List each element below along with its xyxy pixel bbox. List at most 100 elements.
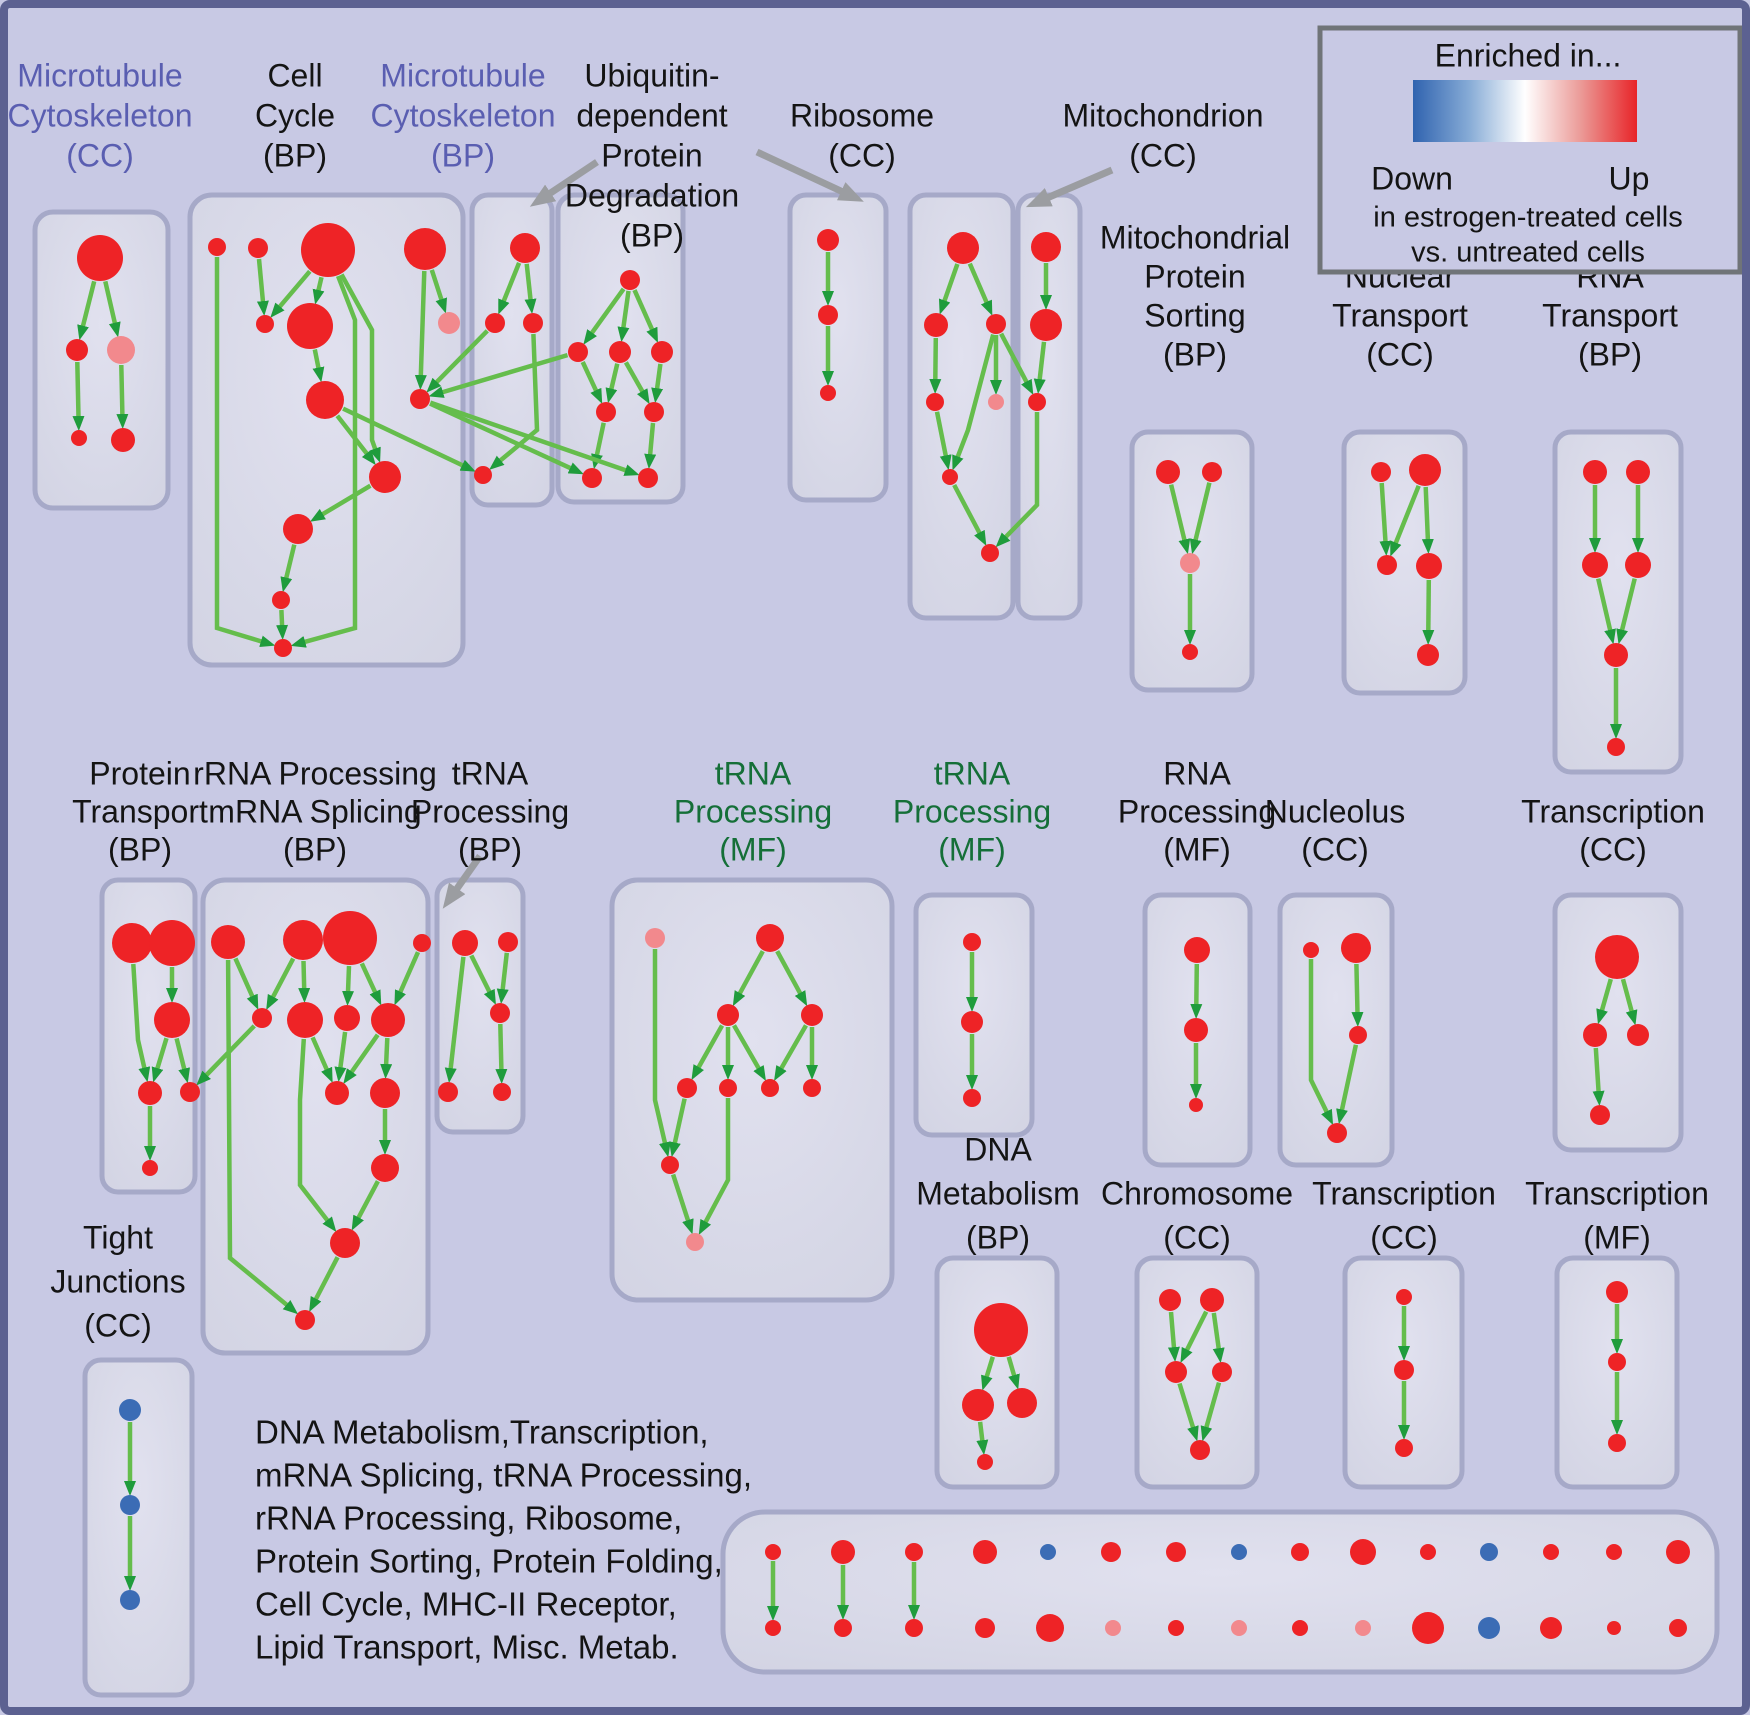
edge-arrow: [1308, 959, 1334, 1125]
edge-arrow: [1200, 1381, 1222, 1442]
go-term-node-red: [1606, 1544, 1622, 1560]
cluster-label-line: Chromosome: [1101, 1175, 1293, 1211]
go-term-node-red: [252, 1008, 272, 1028]
go-term-node-red: [323, 911, 377, 965]
go-term-node-red: [1395, 1439, 1413, 1457]
cluster-label-line: (BP): [620, 217, 684, 253]
edge-arrow: [1033, 341, 1047, 395]
cluster-label-line: (CC): [828, 137, 896, 173]
go-term-node-red: [274, 639, 292, 657]
go-term-node-red: [438, 1082, 458, 1102]
edge-arrow: [290, 275, 358, 648]
go-term-node-blue: [120, 1495, 140, 1515]
cluster-label-line: (BP): [263, 137, 327, 173]
go-term-node-red: [905, 1619, 923, 1637]
cluster-label-line: Transport: [72, 793, 208, 829]
cluster-label-line: (MF): [719, 831, 787, 867]
cluster-label-line: Transport: [1542, 297, 1678, 333]
cluster-label-line: (CC): [1301, 831, 1369, 867]
cluster-label-line: (CC): [66, 137, 134, 173]
go-term-node-red: [609, 341, 631, 363]
go-term-node-red: [905, 1543, 923, 1561]
cluster-box-dna-metabolism-bp: [934, 1255, 1060, 1490]
go-term-node-red: [986, 314, 1006, 334]
cluster-label-line: (BP): [431, 137, 495, 173]
cluster-box-transcription-cc-middle: [1552, 892, 1684, 1153]
go-term-node-red: [1608, 1434, 1626, 1452]
cluster-label-line: Transcription: [1312, 1175, 1496, 1211]
edge-arrow: [335, 414, 376, 466]
go-term-node-red: [963, 933, 981, 951]
edge-arrow: [151, 1037, 169, 1083]
edge-arrow: [1189, 482, 1212, 555]
edge-arrow: [339, 273, 381, 463]
edge-arrow: [605, 363, 620, 404]
cross-edge-arrow: [428, 352, 569, 398]
go-term-node-red: [111, 428, 135, 452]
edge-arrow: [952, 334, 996, 471]
go-term-node-red: [272, 591, 290, 609]
footnote-line: Cell Cycle, MHC-II Receptor,: [255, 1586, 677, 1623]
go-term-node-red: [1182, 644, 1198, 660]
cluster-label-line: Sorting: [1144, 297, 1245, 333]
go-term-node-red: [981, 544, 999, 562]
edge-arrow: [732, 950, 765, 1007]
go-term-node-red: [1607, 1621, 1621, 1635]
cluster-label-line: (CC): [1366, 336, 1434, 372]
go-term-node-red: [961, 1011, 983, 1033]
go-term-node-red: [924, 313, 948, 337]
annotation-arrow-to-trna-bp-box-icon: [442, 853, 483, 909]
annotation-arrow-to-ubiquitin-box-2-icon: [755, 148, 864, 202]
edge-arrow: [632, 289, 658, 343]
go-term-node-pink: [686, 1233, 704, 1251]
cluster-label-line: Transcription: [1521, 793, 1705, 829]
cluster-label-line: Mitochondrial: [1100, 219, 1290, 255]
go-term-node-red: [620, 270, 640, 290]
go-term-node-red: [1168, 1620, 1184, 1636]
cluster-label-line: Protein: [1144, 258, 1245, 294]
cluster-label-line: Processing: [1118, 793, 1276, 829]
go-term-node-red: [719, 1079, 737, 1097]
cluster-label-line: (MF): [1163, 831, 1231, 867]
go-term-node-red: [1583, 1023, 1607, 1047]
go-term-node-pink: [988, 394, 1004, 410]
go-term-node-red: [149, 920, 195, 966]
cluster-label-line: Processing: [411, 793, 569, 829]
go-term-node-red: [817, 229, 839, 251]
cluster-label-line: DNA: [964, 1131, 1032, 1167]
edge-arrow: [1336, 1044, 1359, 1125]
go-term-node-red: [1007, 1388, 1037, 1418]
edge-arrow: [1596, 578, 1616, 645]
cluster-label-line: Ubiquitin-: [584, 57, 719, 93]
edge-arrow: [103, 280, 121, 338]
go-term-node-red: [831, 1540, 855, 1564]
cross-edge-arrow: [429, 400, 640, 476]
go-term-node-red: [248, 238, 268, 258]
edge-arrow: [1596, 978, 1613, 1025]
edge-arrow: [670, 1173, 694, 1235]
cluster-label-line: Nucleolus: [1265, 793, 1406, 829]
edge-arrow: [233, 957, 259, 1010]
go-term-node-red: [1184, 937, 1210, 963]
edge-arrow: [174, 1037, 190, 1084]
legend-title: Enriched in...: [1435, 37, 1622, 73]
edge-arrow: [691, 1024, 725, 1081]
go-term-node-red: [1031, 232, 1061, 262]
edge-arrow: [652, 949, 671, 1158]
cluster-label-line: Junctions: [50, 1263, 185, 1299]
legend-gradient-bar: [1413, 80, 1637, 142]
go-term-node-red: [1583, 460, 1607, 484]
edge-arrow: [131, 963, 151, 1083]
go-term-node-blue: [120, 1590, 140, 1610]
edge-arrow: [591, 422, 606, 470]
go-term-node-red: [452, 930, 478, 956]
edge-arrow: [334, 1031, 348, 1083]
cluster-label-line: Processing: [893, 793, 1051, 829]
edge-arrow: [495, 1023, 508, 1084]
edge-arrow: [297, 1038, 337, 1232]
cluster-label-line: (BP): [966, 1219, 1030, 1255]
go-term-node-red: [962, 1389, 994, 1421]
edge-arrow: [444, 956, 466, 1084]
legend-down-label: Down: [1371, 160, 1453, 196]
go-term-node-red: [1540, 1617, 1562, 1639]
